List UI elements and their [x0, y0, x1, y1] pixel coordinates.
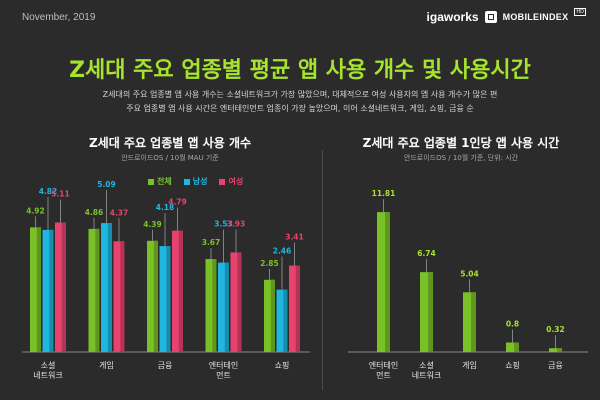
- right-bar-value-label: 6.74: [417, 249, 436, 258]
- right-bar-value-label: 5.04: [460, 269, 479, 278]
- left-bar: [101, 223, 112, 352]
- right-bar: [506, 342, 519, 352]
- left-bar-value-label: 4.92: [26, 206, 45, 215]
- brand-logo: igaworks MOBILEINDEX HD: [426, 8, 586, 24]
- report-date: November, 2019: [22, 12, 96, 23]
- left-bar-shade: [178, 230, 183, 352]
- right-category-label: 먼트: [376, 370, 391, 380]
- left-bar: [172, 230, 183, 352]
- legend-label-total: 전체: [157, 177, 172, 186]
- left-bar: [30, 227, 41, 352]
- page-title: Z세대 주요 업종별 평균 앱 사용 개수 및 사용시간: [69, 58, 531, 83]
- mobileindex-version: HD: [574, 8, 586, 16]
- mobileindex-logo: MOBILEINDEX: [502, 12, 569, 22]
- left-bar-value-label: 4.82: [39, 187, 58, 196]
- left-bar: [113, 241, 125, 352]
- right-category-label: 소셜: [419, 361, 434, 370]
- right-category-label: 네트워크: [412, 371, 441, 380]
- legend-swatch-female: [219, 178, 226, 185]
- right-chart-subtitle: 안드로이드OS / 10월 기준, 단위: 시간: [403, 154, 519, 162]
- left-bar-shade: [153, 240, 158, 352]
- right-bar-value-label: 0.8: [506, 320, 519, 329]
- left-bar-shade: [224, 262, 229, 352]
- right-bar-shade: [385, 212, 390, 352]
- right-bar: [549, 348, 562, 352]
- left-category-label: 금융: [158, 361, 173, 370]
- left-bar-value-label: 2.85: [260, 259, 279, 268]
- legend-swatch-male: [183, 178, 190, 185]
- left-bar-shade: [36, 227, 41, 352]
- legend-swatch-total: [148, 178, 154, 185]
- left-category-label: 엔터테인: [209, 360, 238, 370]
- right-bar-shade: [428, 272, 433, 352]
- left-bar-value-label: 5.11: [51, 190, 70, 199]
- left-bar-value-label: 3.93: [227, 219, 246, 228]
- left-bar: [289, 265, 300, 352]
- left-bar-shade: [270, 279, 275, 352]
- left-bar-shade: [120, 241, 125, 352]
- right-bar-value-label: 11.81: [372, 189, 396, 198]
- left-bar-value-label: 4.39: [143, 220, 162, 229]
- legend-label-female: 여성: [228, 177, 244, 186]
- left-category-label: 먼트: [216, 370, 231, 380]
- left-chart-legend: 전체 남성 여성: [148, 176, 243, 187]
- left-bar: [147, 240, 158, 352]
- left-chart-subtitle: 안드로이드OS / 10월 MAU 기준: [121, 154, 219, 162]
- description-line: 주요 업종별 앱 사용 시간은 엔터테인먼트 업종이 가장 높았으며, 이어 소…: [126, 104, 474, 113]
- mobileindex-icon: [484, 11, 497, 23]
- left-bar: [218, 262, 229, 352]
- left-bar: [264, 279, 275, 352]
- right-bar-shade: [514, 342, 519, 352]
- right-bar-shade: [557, 348, 562, 352]
- left-category-label: 쇼핑: [275, 360, 290, 370]
- left-bar-shade: [61, 222, 66, 352]
- left-chart-title: Z세대 주요 업종별 앱 사용 개수: [88, 136, 252, 150]
- left-bar: [230, 252, 242, 352]
- left-bar-shade: [107, 223, 112, 352]
- panel-divider: [322, 150, 323, 390]
- right-category-label: 쇼핑: [505, 360, 520, 370]
- right-bar-shade: [471, 292, 476, 352]
- left-bar-value-label: 4.37: [110, 208, 129, 217]
- left-bar-shade: [166, 246, 171, 352]
- left-bar: [276, 289, 288, 352]
- right-bar-value-label: 0.32: [546, 325, 565, 334]
- left-bar-value-label: 3.67: [202, 238, 221, 247]
- left-bar: [88, 228, 100, 352]
- left-bar: [55, 222, 66, 352]
- legend-label-male: 남성: [192, 177, 208, 186]
- left-bar-value-label: 2.46: [273, 247, 292, 256]
- left-bar-value-label: 3.53: [214, 220, 233, 229]
- left-bar-value-label: 5.09: [97, 180, 116, 189]
- legend-item-male: 남성: [183, 176, 208, 187]
- left-bar-shade: [95, 228, 100, 352]
- left-category-label: 네트워크: [33, 371, 62, 380]
- left-bar-value-label: 4.18: [156, 203, 175, 212]
- left-bar: [205, 259, 217, 352]
- left-bar: [159, 246, 171, 352]
- left-bar-shade: [212, 259, 217, 352]
- description-line: Z세대의 주요 업종별 앱 사용 개수는 소셜네트워크가 가장 많았으며, 대체…: [102, 90, 498, 99]
- legend-item-total: 전체: [148, 176, 172, 187]
- right-category-label: 금융: [548, 361, 563, 370]
- left-bar-value-label: 4.79: [168, 198, 187, 207]
- left-bar-shade: [283, 289, 288, 352]
- left-bar: [42, 229, 54, 352]
- left-category-label: 소셜: [41, 361, 56, 370]
- left-bar-shade: [295, 265, 300, 352]
- igaworks-logo: igaworks: [426, 10, 479, 24]
- left-category-label: 게임: [99, 360, 114, 370]
- description: Z세대의 주요 업종별 앱 사용 개수는 소셜네트워크가 가장 많았으며, 대체…: [0, 88, 600, 116]
- right-category-label: 엔터테인: [369, 360, 398, 370]
- left-bar-shade: [237, 252, 242, 352]
- left-bar-value-label: 3.41: [285, 233, 304, 242]
- left-bar-shade: [49, 229, 54, 352]
- right-chart-title: Z세대 주요 업종별 1인당 앱 사용 시간: [362, 136, 560, 150]
- right-category-label: 게임: [462, 360, 477, 370]
- left-bar-value-label: 4.86: [85, 208, 104, 217]
- legend-item-female: 여성: [219, 176, 243, 187]
